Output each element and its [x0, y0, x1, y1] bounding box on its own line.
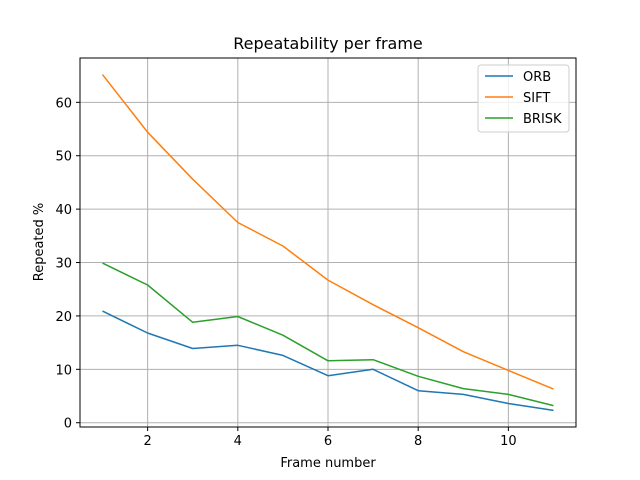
y-tick-label: 60	[55, 96, 72, 111]
chart-title: Repeatability per frame	[233, 34, 423, 53]
y-axis-label: Repeated %	[32, 203, 47, 282]
x-tick-label: 2	[143, 434, 151, 449]
series-line-sift	[101, 74, 554, 390]
legend-label-orb: ORB	[523, 70, 551, 85]
y-tick-label: 10	[55, 363, 72, 378]
y-tick-label: 40	[55, 203, 72, 218]
x-tick-label: 4	[234, 434, 242, 449]
legend-label-sift: SIFT	[523, 91, 550, 106]
legend: ORB SIFT BRISK	[477, 64, 570, 133]
legend-label-brisk: BRISK	[523, 112, 562, 127]
x-axis-label: Frame number	[280, 456, 376, 471]
series-line-brisk	[102, 262, 554, 407]
ticks: 2 4 6 8 10 0 10 20 30 40 50 60	[55, 96, 516, 449]
grid	[80, 58, 576, 427]
y-tick-label: 0	[64, 417, 72, 432]
y-tick-label: 50	[55, 150, 72, 165]
x-tick-label: 8	[414, 434, 422, 449]
x-tick-label: 10	[500, 434, 517, 449]
legend-box	[477, 64, 570, 133]
y-tick-label: 30	[55, 257, 72, 272]
series-lines	[101, 74, 554, 412]
y-tick-label: 20	[55, 310, 72, 325]
series-line-orb	[102, 310, 554, 412]
x-tick-label: 6	[324, 434, 332, 449]
